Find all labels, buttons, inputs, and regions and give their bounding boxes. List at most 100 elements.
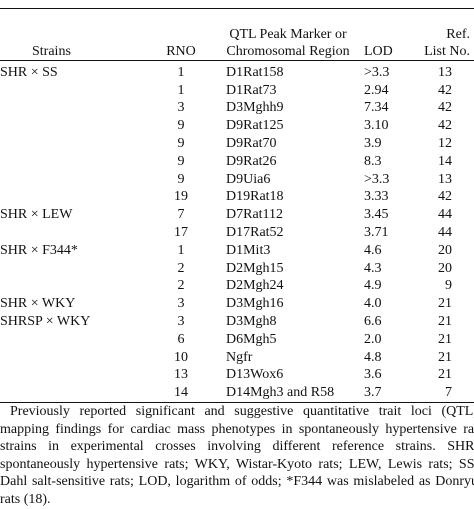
cell-strains — [0, 117, 150, 135]
header-lod: LOD — [364, 43, 393, 59]
cell-lod: 3.9 — [364, 136, 382, 152]
cell-strains — [0, 330, 150, 348]
cell-marker: D1Mit3 — [226, 242, 271, 258]
cell-ref: 42 — [438, 82, 452, 98]
cell-lod: 6.6 — [364, 314, 382, 330]
cell-strains — [0, 188, 150, 206]
cell-marker: D9Rat26 — [226, 153, 277, 169]
cell-ref: 21 — [438, 367, 452, 383]
cell-ref: 14 — [438, 153, 452, 169]
cell-strains: SHR × F344* — [0, 242, 78, 258]
cell-lod: 4.3 — [364, 260, 382, 276]
header-strains: Strains — [32, 43, 71, 59]
table-row: 3 D3Mghh9 7.34 42 — [0, 99, 474, 117]
cell-strains — [0, 81, 150, 99]
cell-rno: 19 — [174, 189, 188, 205]
header-marker: QTL Peak Marker or Chromosomal Region — [226, 26, 350, 59]
cell-marker: D2Mgh24 — [226, 278, 284, 294]
cell-marker: D1Rat73 — [226, 82, 277, 98]
table-row: SHRSP × WKY 3 D3Mgh8 6.6 21 — [0, 313, 474, 331]
cell-rno: 2 — [177, 278, 185, 294]
cell-marker: D14Mgh3 and R58 — [226, 385, 335, 401]
cell-ref: 21 — [438, 331, 452, 347]
cell-lod: 3.45 — [364, 207, 389, 223]
table-row: 1 D1Rat73 2.94 42 — [0, 81, 474, 99]
cell-strains — [0, 384, 150, 402]
cell-lod: 2.0 — [364, 331, 382, 347]
cell-marker: D17Rat52 — [226, 225, 284, 241]
cell-rno: 9 — [177, 136, 185, 152]
cell-marker: D9Rat125 — [226, 118, 284, 134]
cell-marker: D3Mghh9 — [226, 100, 284, 116]
table-body: SHR × SS 1 D1Rat158 >3.3 13 1 D1Rat73 2.94 42 3 D3… — [0, 60, 474, 403]
cell-lod: 4.9 — [364, 278, 382, 294]
cell-strains — [0, 259, 150, 277]
cell-rno: 9 — [177, 118, 185, 134]
table-row: SHR × F344* 1 D1Mit3 4.6 20 — [0, 241, 474, 259]
cell-marker: D3Mgh8 — [226, 314, 277, 330]
cell-lod: >3.3 — [364, 171, 390, 187]
cell-lod: 3.10 — [364, 118, 389, 134]
cell-marker: D1Rat158 — [226, 64, 284, 80]
table-row: 17 D17Rat52 3.71 44 — [0, 224, 474, 242]
cell-strains — [0, 99, 150, 117]
cell-rno: 3 — [177, 100, 185, 116]
cell-marker: Ngfr — [226, 349, 253, 365]
cell-rno: 3 — [177, 296, 185, 312]
cell-rno: 3 — [177, 314, 185, 330]
cell-rno: 17 — [174, 225, 188, 241]
table-row: 13 D13Wox6 3.6 21 — [0, 366, 474, 384]
top-rule — [0, 0, 474, 10]
cell-ref: 7 — [445, 385, 452, 401]
cell-strains — [0, 366, 150, 384]
cell-lod: 8.3 — [364, 153, 382, 169]
table-row: SHR × SS 1 D1Rat158 >3.3 13 — [0, 60, 474, 81]
header-rno: RNO — [166, 43, 196, 59]
cell-lod: 2.94 — [364, 82, 389, 98]
cell-ref: 12 — [438, 136, 452, 152]
cell-ref: 44 — [438, 225, 452, 241]
cell-rno: 10 — [174, 349, 188, 365]
cell-strains — [0, 224, 150, 242]
cell-rno: 1 — [177, 242, 185, 258]
cell-rno: 6 — [177, 331, 185, 347]
cell-rno: 9 — [177, 171, 185, 187]
cell-rno: 1 — [177, 82, 185, 98]
cell-lod: 3.7 — [364, 385, 382, 401]
table-row: 9 D9Rat26 8.3 14 — [0, 152, 474, 170]
table-row: 2 D2Mgh24 4.9 9 — [0, 277, 474, 295]
cell-lod: 3.6 — [364, 367, 382, 383]
cell-ref: 42 — [438, 189, 452, 205]
cell-strains: SHRSP × WKY — [0, 314, 91, 330]
table-row: 19 D19Rat18 3.33 42 — [0, 188, 474, 206]
cell-marker: D7Rat112 — [226, 207, 284, 223]
cell-strains — [0, 348, 150, 366]
cell-rno: 2 — [177, 260, 185, 276]
table-row: 6 D6Mgh5 2.0 21 — [0, 330, 474, 348]
cell-strains: SHR × LEW — [0, 207, 73, 223]
cell-ref: 21 — [438, 296, 452, 312]
cell-lod: 3.33 — [364, 189, 389, 205]
cell-ref: 21 — [438, 314, 452, 330]
cell-marker: D13Wox6 — [226, 367, 284, 383]
cell-lod: 4.6 — [364, 242, 382, 258]
cell-lod: 4.0 — [364, 296, 382, 312]
table-row: 9 D9Rat70 3.9 12 — [0, 135, 474, 153]
table-row: 2 D2Mgh15 4.3 20 — [0, 259, 474, 277]
cell-marker: D9Rat70 — [226, 136, 277, 152]
cell-strains: SHR × WKY — [0, 296, 76, 312]
cell-rno: 13 — [174, 367, 188, 383]
cell-rno: 7 — [177, 207, 185, 223]
cell-rno: 14 — [174, 385, 188, 401]
cell-strains: SHR × SS — [0, 64, 58, 80]
cell-lod: >3.3 — [364, 64, 390, 80]
cell-marker: D9Uia6 — [226, 171, 271, 187]
cell-strains — [0, 135, 150, 153]
table-row: 9 D9Uia6 >3.3 13 — [0, 170, 474, 188]
cell-ref: 9 — [445, 278, 452, 294]
table-row: 9 D9Rat125 3.10 42 — [0, 117, 474, 135]
cell-marker: D6Mgh5 — [226, 331, 277, 347]
cell-strains — [0, 170, 150, 188]
cell-lod: 3.71 — [364, 225, 389, 241]
cell-lod: 7.34 — [364, 100, 389, 116]
